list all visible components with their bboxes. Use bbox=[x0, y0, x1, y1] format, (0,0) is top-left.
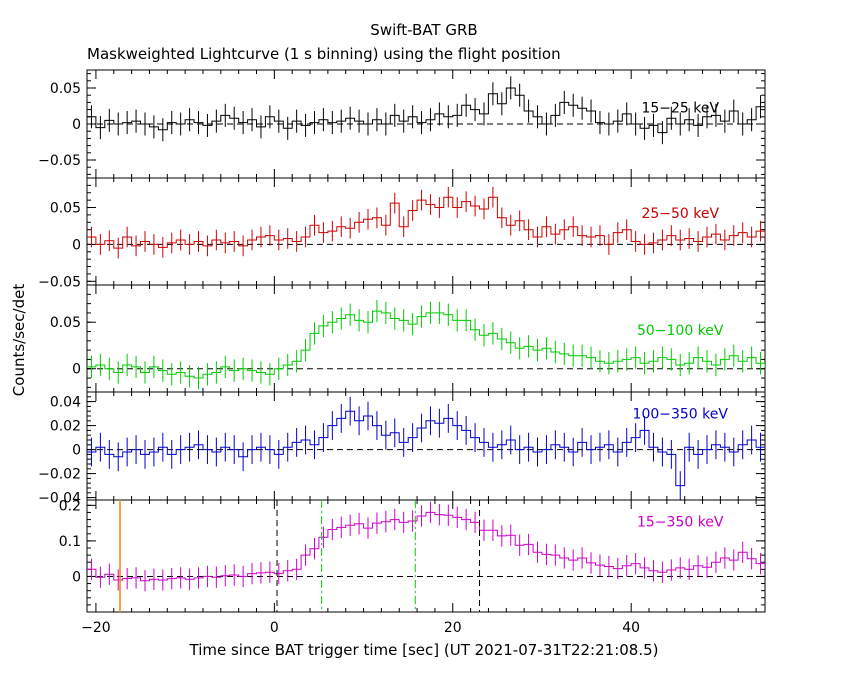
band-label: 25−50 keV bbox=[641, 206, 719, 222]
step-line bbox=[87, 196, 765, 249]
y-tick-label: 0 bbox=[72, 569, 81, 585]
x-tick-label: 40 bbox=[622, 620, 640, 636]
y-tick-label: 0.05 bbox=[50, 201, 81, 217]
y-axis-label: Counts/sec/det bbox=[10, 284, 28, 397]
y-tick-label: 0 bbox=[72, 117, 81, 133]
series-2 bbox=[87, 186, 765, 259]
x-tick-label: 20 bbox=[444, 620, 462, 636]
panel-frame bbox=[86, 499, 766, 613]
y-tick-label: −0.04 bbox=[38, 491, 81, 507]
panel-5: 0 0.1 0.2 15−350 keV −20 0 20 40 bbox=[59, 498, 766, 636]
y-tick-label: −0.05 bbox=[38, 274, 81, 290]
panel-3: 0 0.05 50−100 keV bbox=[50, 284, 766, 393]
x-tick-label: 0 bbox=[270, 620, 279, 636]
y-tick-label: −0.02 bbox=[38, 467, 81, 483]
y-tick-label: 0 bbox=[72, 237, 81, 253]
chart-subtitle: Maskweighted Lightcurve (1 s binning) us… bbox=[87, 45, 561, 63]
x-axis-label: Time since BAT trigger time [sec] (UT 20… bbox=[189, 641, 659, 659]
series-1 bbox=[87, 76, 765, 145]
y-tick-label: 0.05 bbox=[50, 81, 81, 97]
panel-1: −0.05 0 0.05 15−25 keV bbox=[38, 69, 766, 179]
series-5 bbox=[87, 501, 765, 592]
y-tick-label: 0 bbox=[72, 443, 81, 459]
step-line bbox=[87, 310, 765, 379]
y-tick-label: 0.1 bbox=[59, 534, 81, 550]
x-tick-label: −20 bbox=[81, 620, 111, 636]
y-tick-label: 0 bbox=[72, 362, 81, 378]
series-4 bbox=[87, 396, 765, 500]
band-label: 100−350 keV bbox=[633, 406, 729, 422]
panel-2: −0.05 0 0.05 25−50 keV bbox=[38, 177, 766, 290]
y-tick-label: 0.05 bbox=[50, 315, 81, 331]
y-tick-label: −0.05 bbox=[38, 153, 81, 169]
band-label: 15−25 keV bbox=[641, 100, 719, 116]
y-tick-label: 0.04 bbox=[50, 395, 81, 411]
series-3 bbox=[87, 299, 765, 390]
panel-frame bbox=[86, 177, 766, 286]
band-label: 50−100 keV bbox=[637, 323, 724, 339]
panel-4: −0.04 −0.02 0 0.02 0.04 100−350 keV bbox=[38, 391, 766, 507]
y-tick-label: 0.02 bbox=[50, 419, 81, 435]
band-label: 15−350 keV bbox=[637, 515, 724, 531]
chart-title: Swift-BAT GRB bbox=[370, 21, 477, 39]
y-tick-label: 0.2 bbox=[59, 498, 81, 514]
step-line bbox=[87, 511, 765, 582]
